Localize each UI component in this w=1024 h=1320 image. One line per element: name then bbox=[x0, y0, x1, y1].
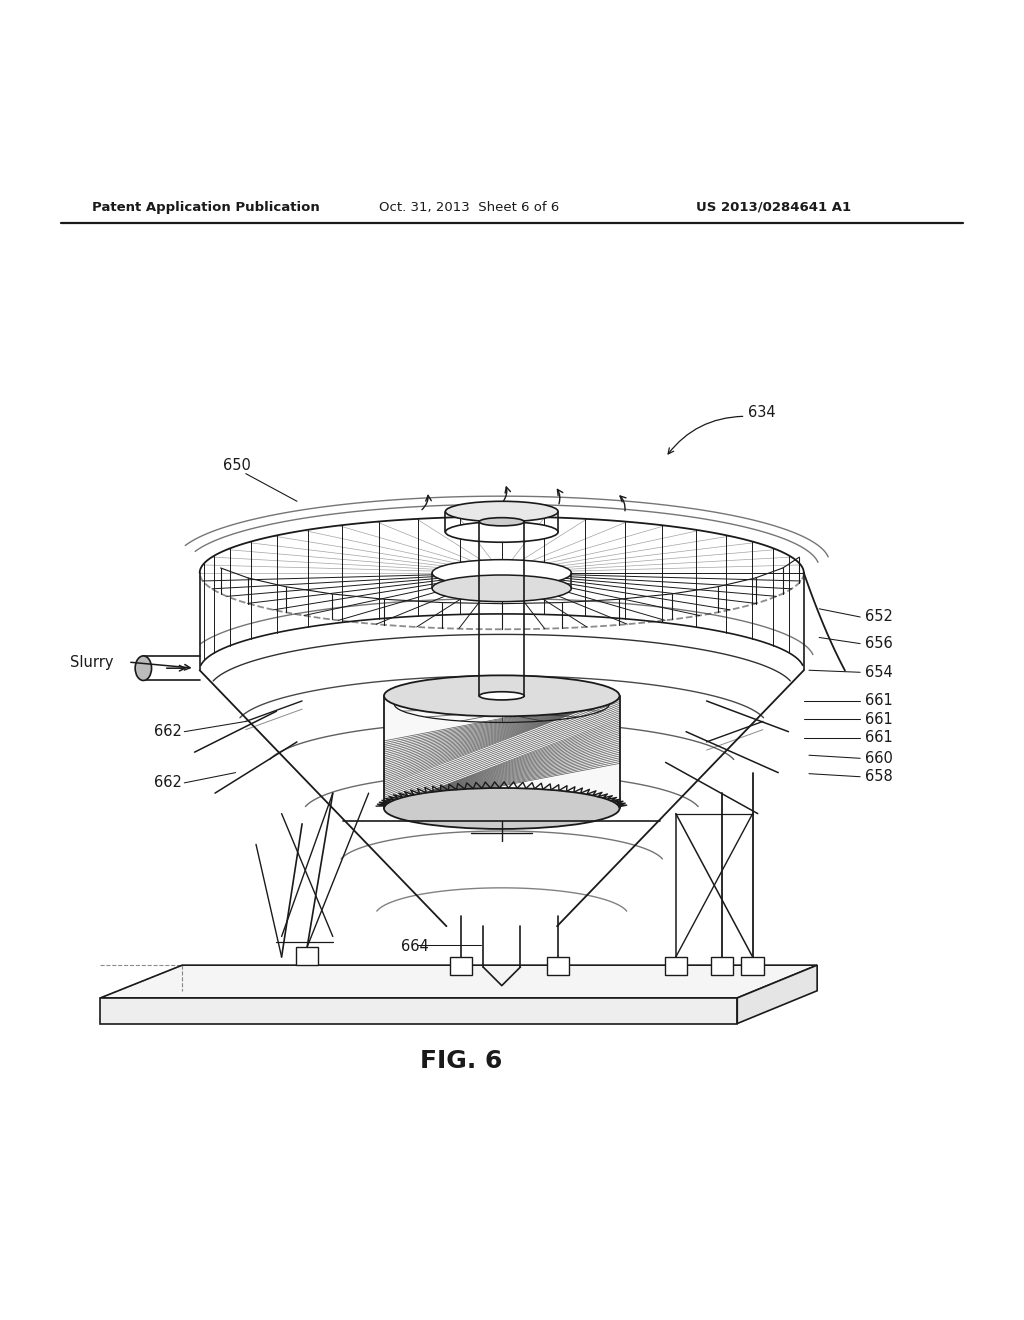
Ellipse shape bbox=[445, 521, 558, 543]
Text: 661: 661 bbox=[865, 711, 893, 727]
Bar bbox=[711, 957, 733, 975]
Bar bbox=[450, 957, 472, 975]
Text: Patent Application Publication: Patent Application Publication bbox=[92, 201, 319, 214]
Bar bbox=[665, 957, 687, 975]
Bar bbox=[547, 957, 569, 975]
Bar bbox=[741, 957, 764, 975]
Text: 634: 634 bbox=[748, 405, 775, 420]
Bar bbox=[296, 946, 318, 965]
Text: 656: 656 bbox=[865, 636, 893, 651]
Text: 662: 662 bbox=[155, 725, 182, 739]
Ellipse shape bbox=[384, 676, 620, 717]
Ellipse shape bbox=[479, 692, 524, 700]
Ellipse shape bbox=[384, 788, 620, 829]
Text: 661: 661 bbox=[865, 693, 893, 709]
Text: 662: 662 bbox=[155, 775, 182, 791]
Text: 658: 658 bbox=[865, 770, 893, 784]
Polygon shape bbox=[737, 965, 817, 1023]
Text: Slurry: Slurry bbox=[70, 655, 113, 669]
Text: 650: 650 bbox=[223, 458, 251, 473]
Text: FIG. 6: FIG. 6 bbox=[420, 1049, 502, 1073]
Polygon shape bbox=[100, 998, 737, 1023]
Text: 664: 664 bbox=[401, 940, 429, 954]
Text: Oct. 31, 2013  Sheet 6 of 6: Oct. 31, 2013 Sheet 6 of 6 bbox=[379, 201, 559, 214]
Ellipse shape bbox=[479, 517, 524, 525]
Text: 661: 661 bbox=[865, 730, 893, 746]
Text: 652: 652 bbox=[865, 610, 893, 624]
Ellipse shape bbox=[432, 576, 571, 602]
Text: 660: 660 bbox=[865, 751, 893, 766]
Ellipse shape bbox=[432, 560, 571, 586]
Polygon shape bbox=[384, 696, 620, 808]
Text: 654: 654 bbox=[865, 665, 893, 680]
Ellipse shape bbox=[445, 502, 558, 521]
Ellipse shape bbox=[135, 656, 152, 681]
Polygon shape bbox=[100, 965, 817, 998]
Text: US 2013/0284641 A1: US 2013/0284641 A1 bbox=[696, 201, 851, 214]
